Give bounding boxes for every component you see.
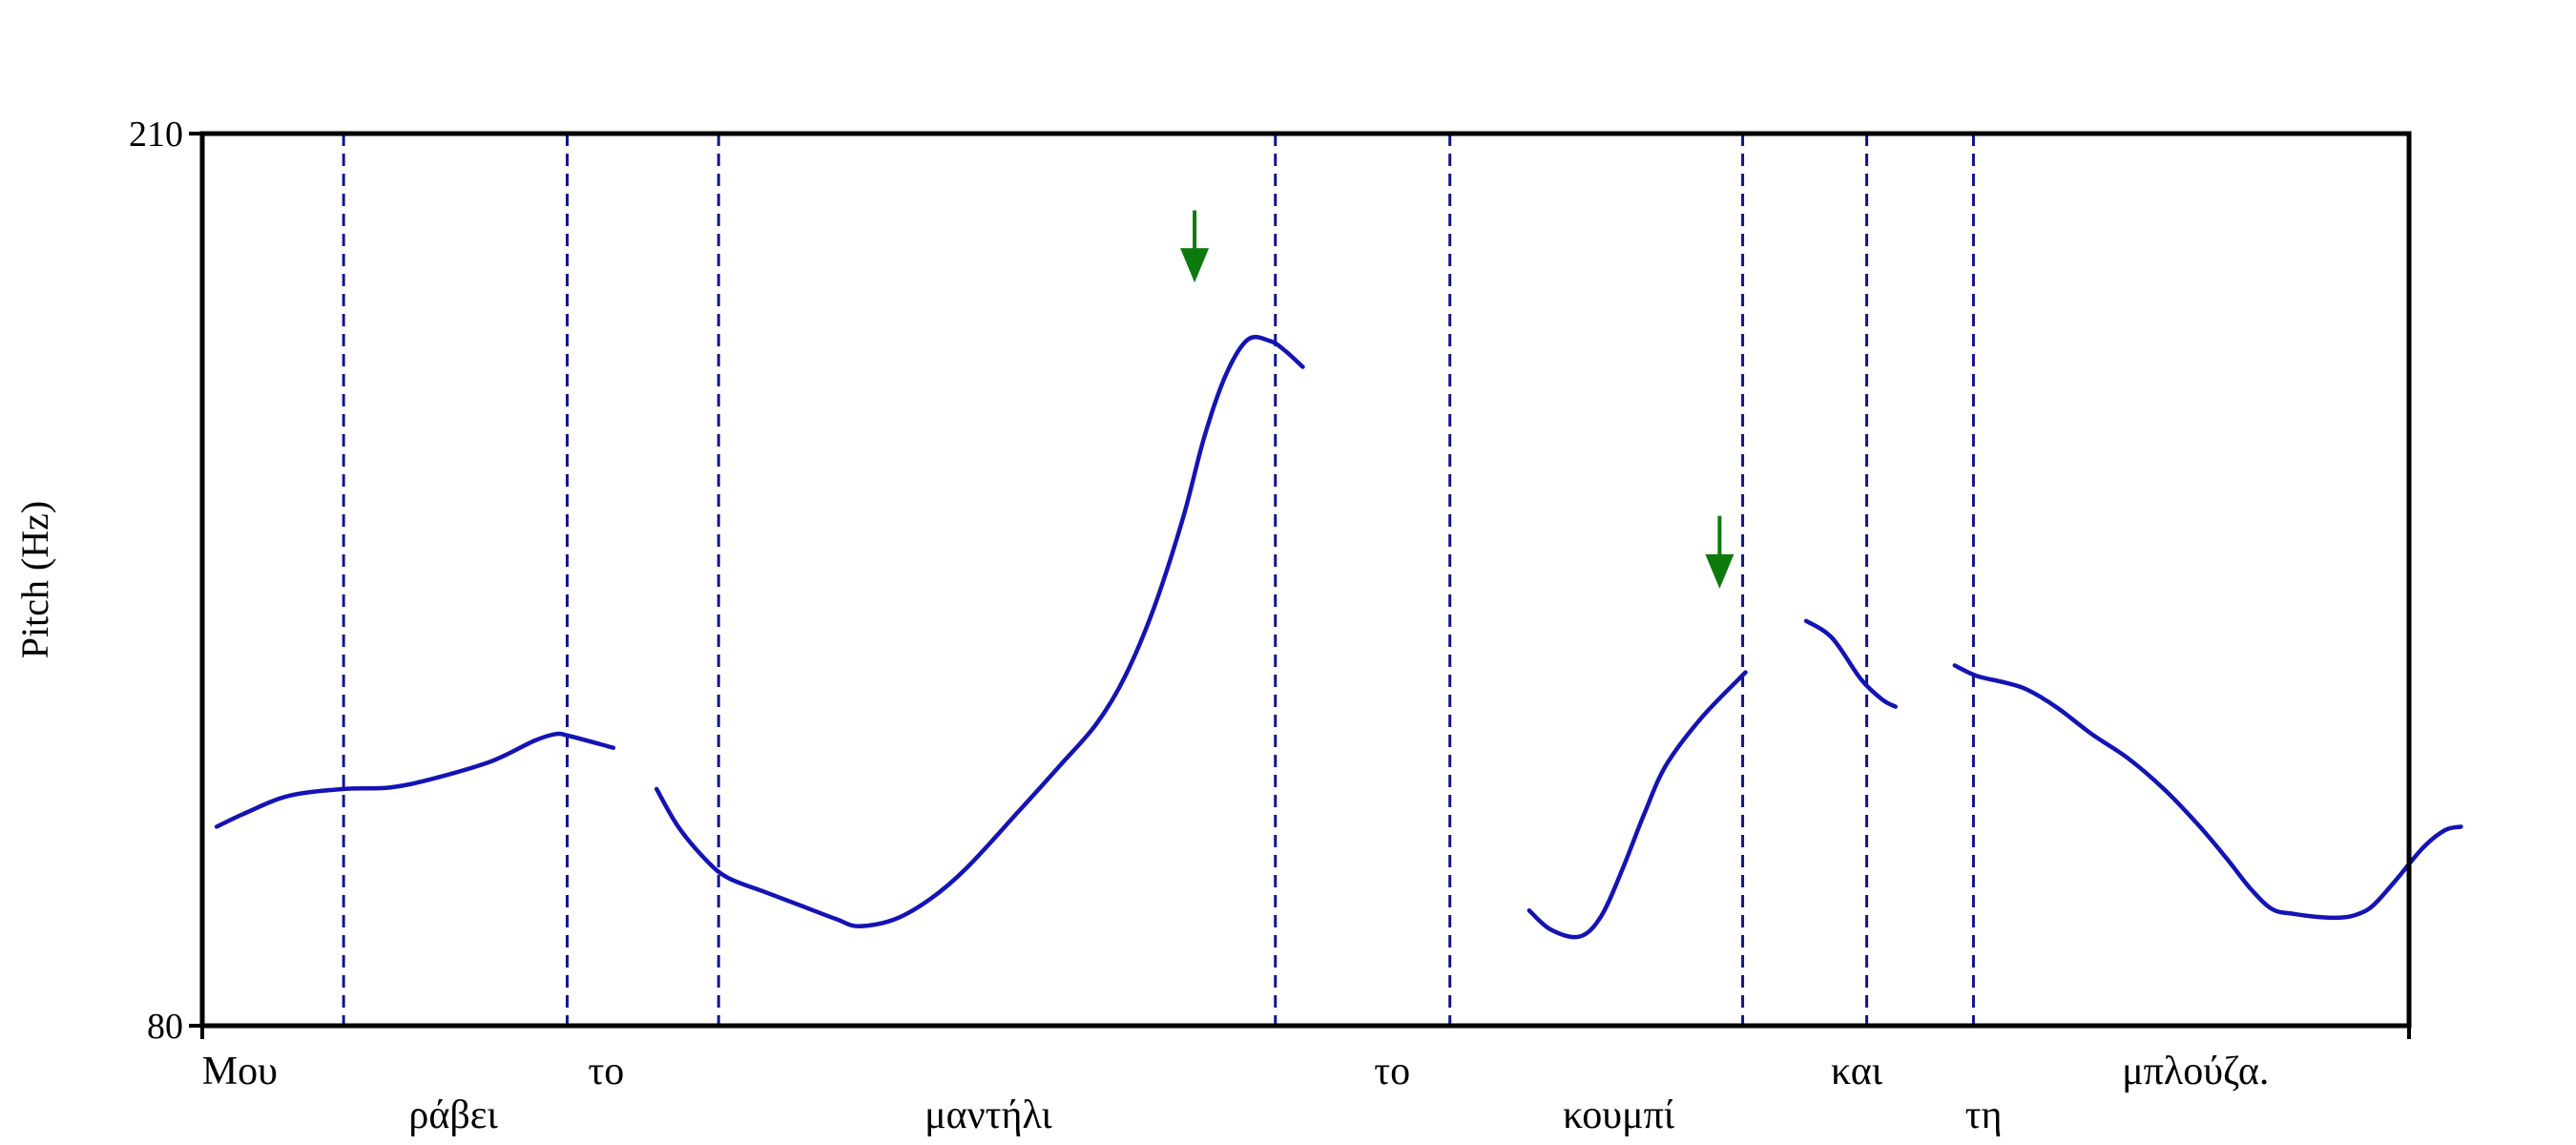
plot-frame xyxy=(199,131,2412,1029)
word-labels: Μου ράβει το μαντήλι το κουμπί και τη μπλούζα. xyxy=(202,1050,2270,1137)
word-label: Μου xyxy=(202,1050,278,1093)
pitch-contour-line xyxy=(1527,670,1748,940)
y-axis-label: Pitch (Hz) xyxy=(13,501,56,659)
y-axis-ticks: 210 80 xyxy=(129,114,2411,1047)
pitch-contours xyxy=(214,334,2463,940)
word-label: και xyxy=(1831,1050,1883,1093)
pitch-contour-line xyxy=(1803,618,1899,709)
word-label: τη xyxy=(1965,1093,2003,1137)
word-label: κουμπί xyxy=(1563,1093,1675,1137)
word-label: το xyxy=(1374,1050,1410,1093)
y-tick-label: 80 xyxy=(147,1007,183,1047)
pitch-accent-arrows xyxy=(1180,210,1735,589)
word-label: το xyxy=(588,1050,624,1093)
word-label: ράβει xyxy=(408,1093,498,1137)
y-tick-label: 210 xyxy=(129,114,183,155)
down-arrow-icon xyxy=(1180,210,1210,283)
pitch-contour-line xyxy=(654,334,1305,928)
pitch-contour-line xyxy=(1952,663,2463,921)
word-boundaries xyxy=(342,134,1975,1026)
word-label: μαντήλι xyxy=(924,1093,1052,1137)
word-label: μπλούζα. xyxy=(2122,1050,2269,1093)
down-arrow-icon xyxy=(1705,515,1735,589)
pitch-contour-line xyxy=(214,731,616,829)
